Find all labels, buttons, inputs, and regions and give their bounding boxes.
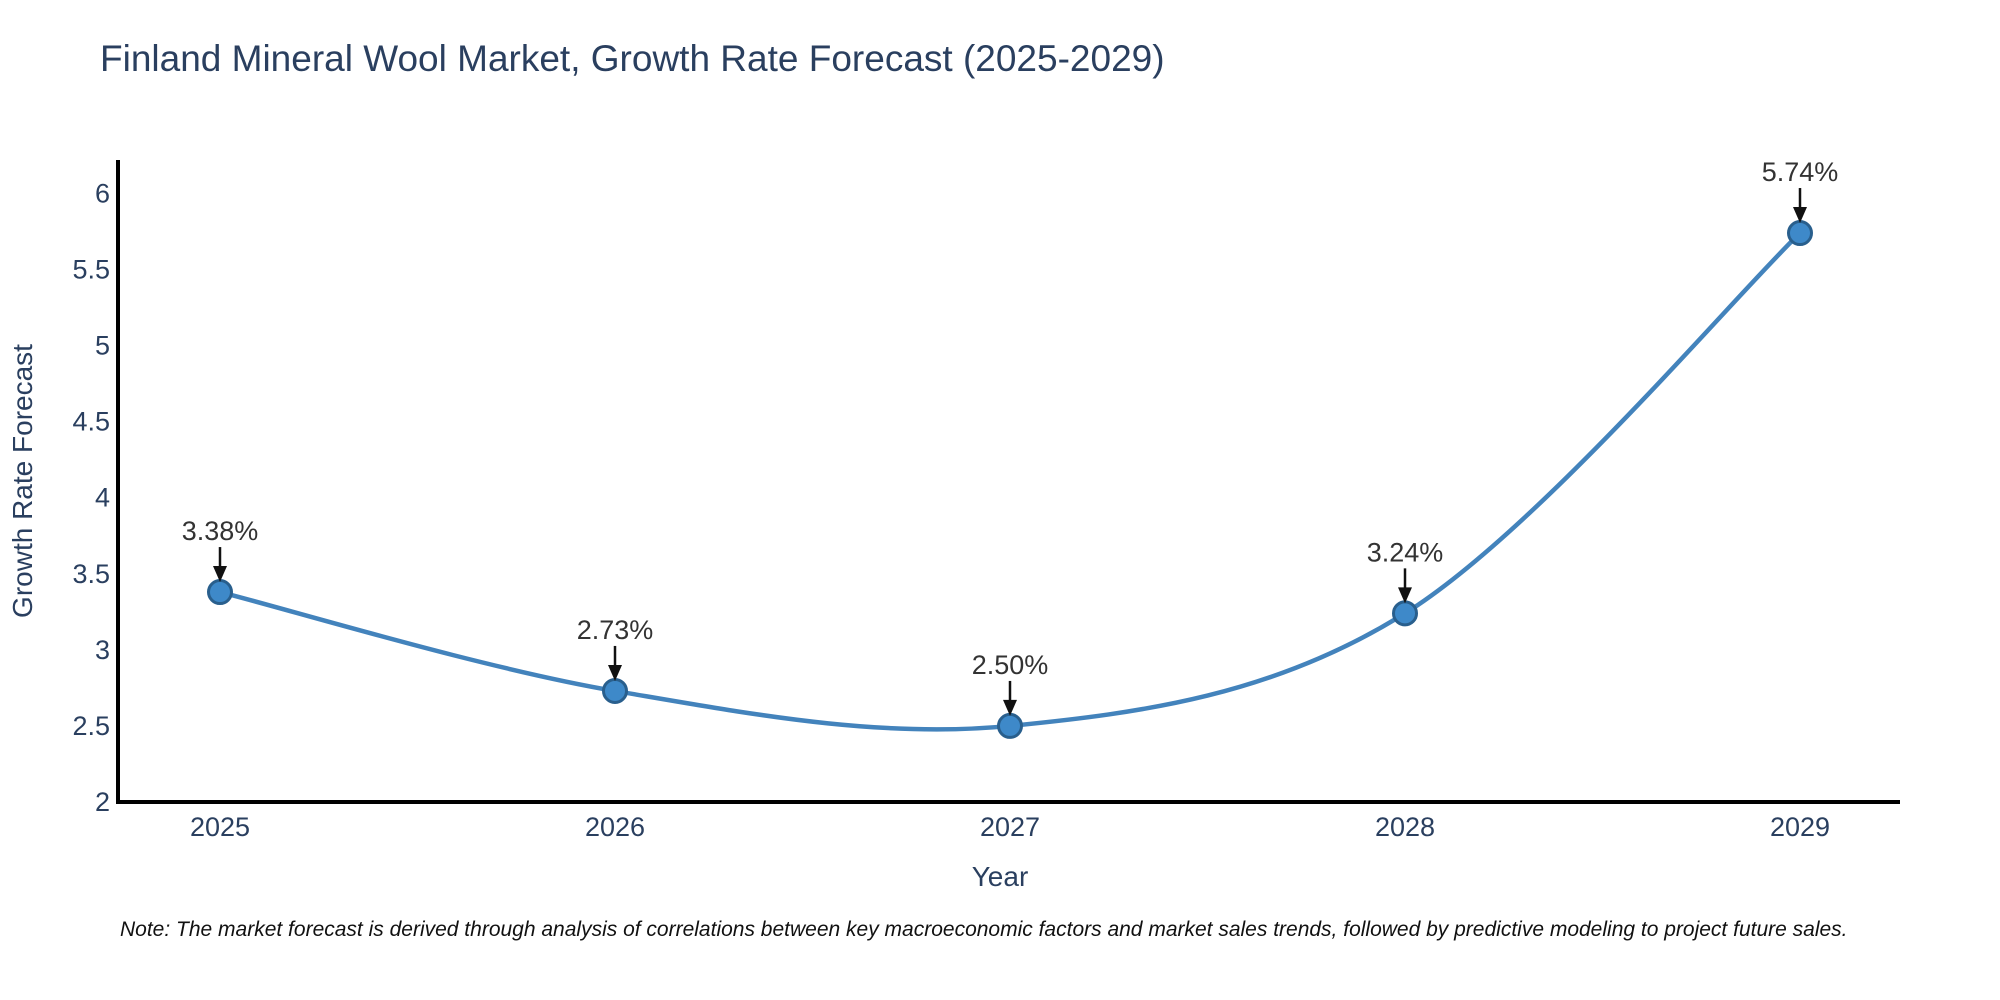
data-point-marker xyxy=(1787,220,1813,247)
y-tick-label: 2 xyxy=(95,787,110,817)
data-point-marker xyxy=(207,579,233,606)
y-tick-label: 5 xyxy=(95,331,110,361)
annotation-arrowhead xyxy=(1003,699,1017,716)
chart-title: Finland Mineral Wool Market, Growth Rate… xyxy=(100,38,1165,79)
y-tick-label: 2.5 xyxy=(72,711,110,741)
data-point-label: 2.50% xyxy=(972,650,1049,680)
data-point-label: 3.38% xyxy=(182,516,259,546)
forecast-line xyxy=(219,231,1802,732)
footnote: Note: The market forecast is derived thr… xyxy=(120,918,1848,941)
data-point-label: 3.24% xyxy=(1367,537,1444,567)
x-tick-label: 2027 xyxy=(980,812,1040,842)
y-tick-label: 3 xyxy=(95,635,110,665)
annotation-arrowhead xyxy=(608,664,622,681)
data-point-label: 2.73% xyxy=(577,615,654,645)
x-tick-label: 2028 xyxy=(1375,812,1435,842)
y-tick-label: 6 xyxy=(95,178,110,208)
data-point-marker xyxy=(1392,600,1418,627)
x-axis-title: Year xyxy=(972,861,1029,892)
annotation-arrowhead xyxy=(1793,207,1807,224)
y-axis-title: Growth Rate Forecast xyxy=(7,344,38,618)
annotation-arrowhead xyxy=(1398,587,1412,604)
data-point-label: 5.74% xyxy=(1762,157,1839,187)
data-point-marker xyxy=(997,712,1023,739)
y-tick-label: 3.5 xyxy=(72,559,110,589)
x-tick-label: 2029 xyxy=(1770,812,1830,842)
x-tick-label: 2026 xyxy=(585,812,645,842)
x-tick-label: 2025 xyxy=(190,812,250,842)
annotation-arrowhead xyxy=(213,566,227,583)
y-tick-label: 4.5 xyxy=(72,407,110,437)
data-point-marker xyxy=(602,677,628,704)
y-tick-label: 5.5 xyxy=(72,255,110,285)
y-tick-label: 4 xyxy=(95,483,110,513)
